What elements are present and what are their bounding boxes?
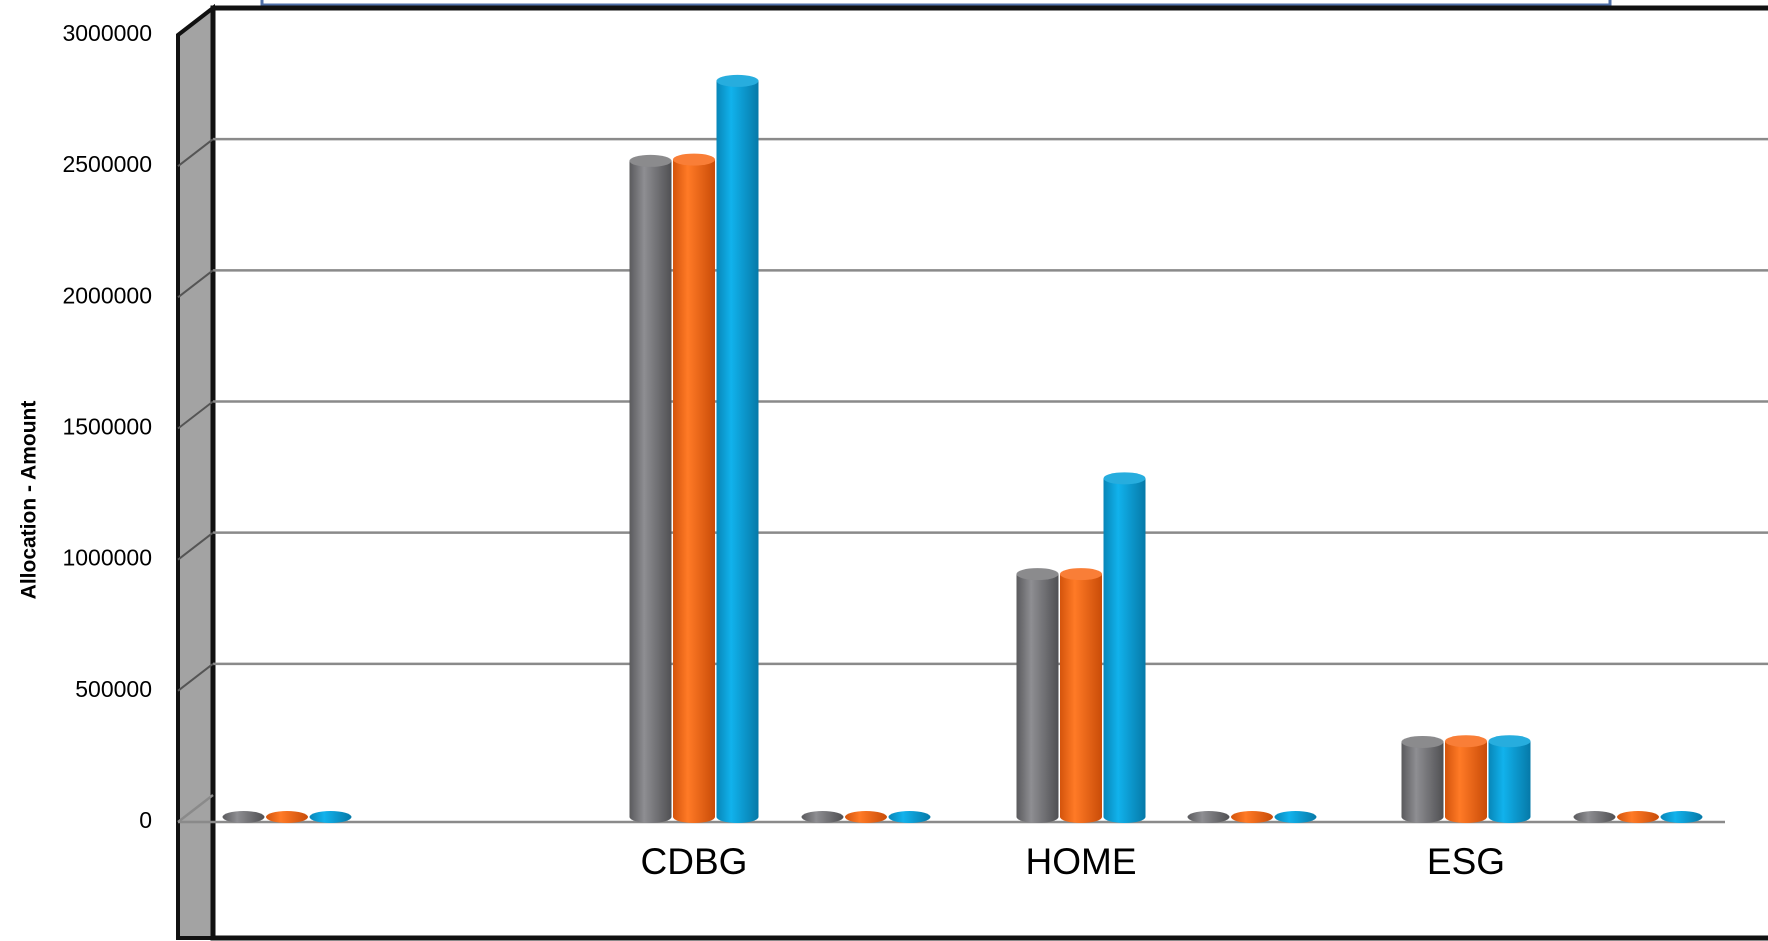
bar-top	[1401, 735, 1444, 748]
bar-orange-cdbg	[673, 153, 715, 824]
x-axis-ticks: CDBG HOME ESG	[641, 841, 1506, 882]
x-tick-label-home: HOME	[1026, 841, 1137, 882]
bar-top-highlight	[1445, 735, 1487, 748]
y-tick-label: 3000000	[62, 20, 152, 46]
bar-top-highlight	[1103, 472, 1146, 485]
bar-top	[673, 153, 715, 166]
bar-gray-home	[1016, 568, 1059, 823]
bar-top-highlight	[716, 74, 759, 87]
bar-top	[1445, 735, 1487, 748]
bar-top-highlight	[1401, 735, 1444, 748]
y-axis-ticks: 0 500000 1000000 1500000 2000000 2500000 30000…	[62, 20, 152, 833]
bar-blue-home	[1103, 472, 1146, 823]
bar-zero-disc	[888, 811, 931, 823]
bar-blue-empty	[309, 811, 352, 823]
bar-zero-disc	[1231, 811, 1273, 823]
gridline-side	[177, 400, 214, 430]
bar-body	[1401, 741, 1444, 823]
y-axis-label: Allocation - Amount	[18, 401, 41, 600]
bars	[222, 74, 1703, 824]
bar-body	[629, 160, 672, 823]
bar-gray-esg	[1401, 735, 1444, 823]
bar-body	[1445, 741, 1487, 823]
x-tick-label-cdbg: CDBG	[641, 841, 748, 882]
chart-back-wall	[210, 5, 1768, 941]
bar-zero-disc	[1617, 811, 1659, 823]
bar-top-highlight	[1488, 735, 1531, 748]
bar-gray-cdbg	[629, 154, 672, 823]
bar-zero-disc	[1573, 811, 1616, 823]
bar-gray-empty	[1573, 811, 1616, 823]
bar-blue-empty	[888, 811, 931, 823]
bar-top	[1103, 472, 1146, 485]
bar-orange-empty	[845, 811, 887, 823]
y-tick-label: 1000000	[62, 545, 152, 571]
bar-gray-empty	[1187, 811, 1230, 823]
bar-zero-disc	[266, 811, 308, 823]
y-tick-label: 1500000	[62, 414, 152, 440]
bar-body	[673, 159, 715, 824]
bar-top-highlight	[1060, 568, 1102, 581]
bar-body	[1060, 574, 1102, 823]
title-box	[260, 0, 1612, 7]
bar-blue-cdbg	[716, 74, 759, 823]
bar-orange-home	[1060, 568, 1102, 823]
bar-top	[629, 154, 672, 167]
bar-blue-empty	[1660, 811, 1703, 823]
bar-orange-empty	[1231, 811, 1273, 823]
bar-top-highlight	[673, 153, 715, 166]
bar-zero-disc	[845, 811, 887, 823]
bar-zero-disc	[1187, 811, 1230, 823]
y-tick-label: 500000	[75, 676, 152, 702]
bar-orange-empty	[266, 811, 308, 823]
x-tick-label-esg: ESG	[1427, 841, 1505, 882]
y-tick-label: 2000000	[62, 282, 152, 308]
gridline-side	[177, 138, 214, 167]
bar-top	[1016, 568, 1059, 581]
gridlines	[177, 137, 1768, 824]
bar-body	[1103, 478, 1146, 823]
bar-body	[1016, 574, 1059, 823]
baseline-depth-edge	[177, 794, 214, 823]
bar-blue-empty	[1274, 811, 1317, 823]
bar-zero-disc	[222, 811, 265, 823]
bar-blue-esg	[1488, 735, 1531, 823]
bar-gray-empty	[222, 811, 265, 823]
bar-zero-disc	[801, 811, 844, 823]
bar-orange-esg	[1445, 735, 1487, 823]
bar-top	[716, 74, 759, 87]
bar-top-highlight	[1016, 568, 1059, 581]
bar-zero-disc	[1274, 811, 1317, 823]
y-tick-label: 2500000	[62, 151, 152, 177]
bar-top-highlight	[629, 154, 672, 167]
bar-gray-empty	[801, 811, 844, 823]
gridline-side	[177, 663, 214, 692]
y-tick-label: 0	[139, 807, 152, 833]
bar-top	[1060, 568, 1102, 581]
bar-body	[1488, 741, 1531, 823]
bar-orange-empty	[1617, 811, 1659, 823]
bar-top	[1488, 735, 1531, 748]
bar-zero-disc	[309, 811, 352, 823]
bar-zero-disc	[1660, 811, 1703, 823]
gridline-side	[177, 531, 214, 561]
bar-body	[716, 80, 759, 823]
gridline-side	[177, 269, 214, 299]
